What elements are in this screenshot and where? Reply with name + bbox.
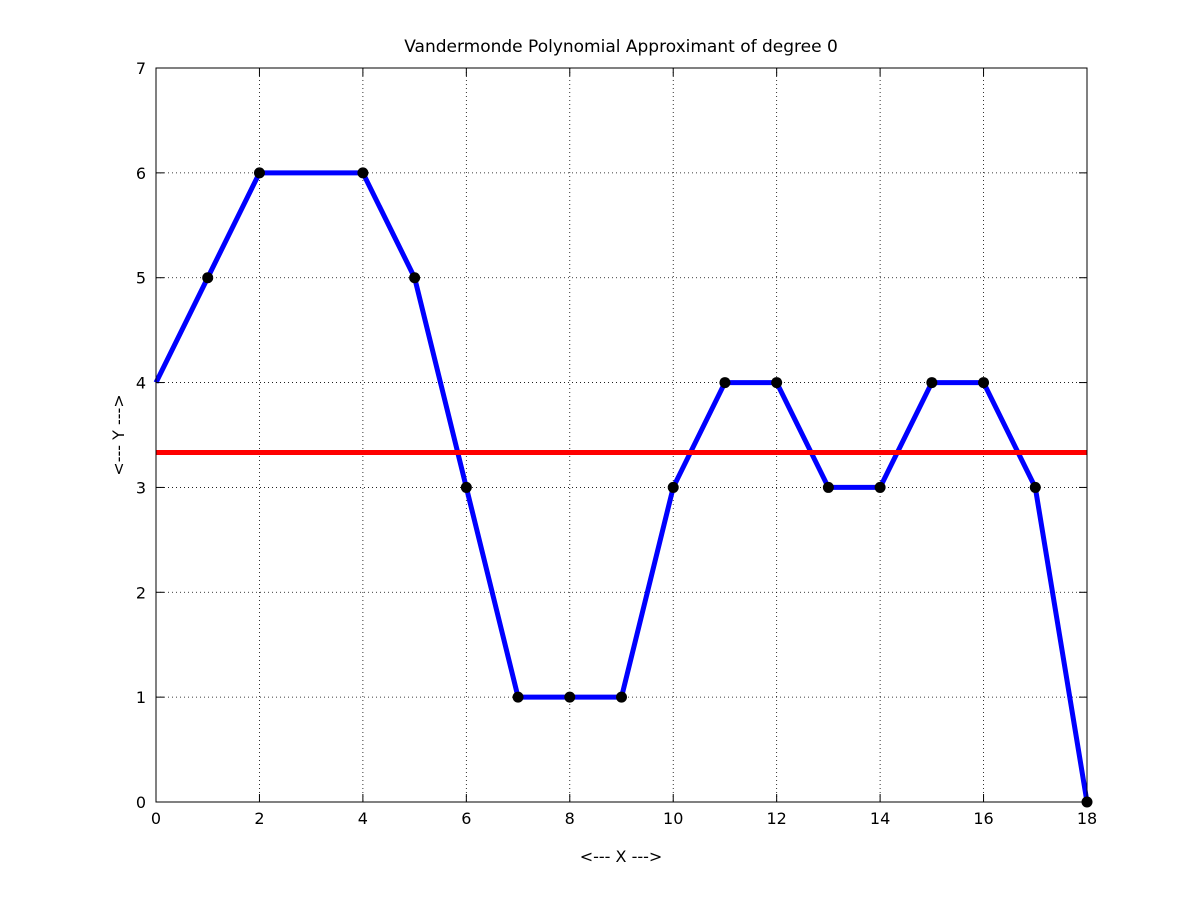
y-tick-label: 5 [136,269,146,288]
y-tick-label: 1 [136,688,146,707]
data-point [926,377,938,389]
data-point [616,691,627,703]
x-tick-label: 8 [565,809,575,828]
x-tick-label: 18 [1077,809,1097,828]
data-point [874,481,886,493]
data-point [771,377,783,389]
y-tick-label: 0 [136,793,146,812]
x-tick-label: 12 [766,809,786,828]
data-point [667,481,679,493]
data-point [719,377,731,389]
data-point [202,272,214,284]
y-tick-label: 3 [136,478,146,497]
y-tick-label: 7 [136,59,146,78]
x-tick-label: 2 [254,809,264,828]
x-tick-label: 6 [461,809,471,828]
x-axis-label: <--- X ---> [580,847,663,866]
y-tick-label: 2 [136,583,146,602]
y-tick-label: 4 [136,374,146,393]
data-point [978,377,990,389]
x-tick-label: 10 [663,809,683,828]
data-point [253,167,265,179]
data-point [409,272,421,284]
x-tick-label: 14 [870,809,890,828]
data-point [460,481,472,493]
chart-title: Vandermonde Polynomial Approximant of de… [404,37,838,57]
y-tick-label: 6 [136,164,146,183]
y-axis-label: <--- Y ---> [109,394,128,475]
data-point [1029,481,1041,493]
x-tick-label: 0 [151,809,161,828]
data-point [512,691,524,703]
x-tick-label: 4 [358,809,368,828]
x-tick-label: 16 [973,809,993,828]
marker-layer [202,167,1093,808]
data-point [822,481,834,493]
data-point [564,691,576,703]
plot-area [156,68,1087,802]
axes-box [155,67,1088,803]
data-point [357,167,369,179]
